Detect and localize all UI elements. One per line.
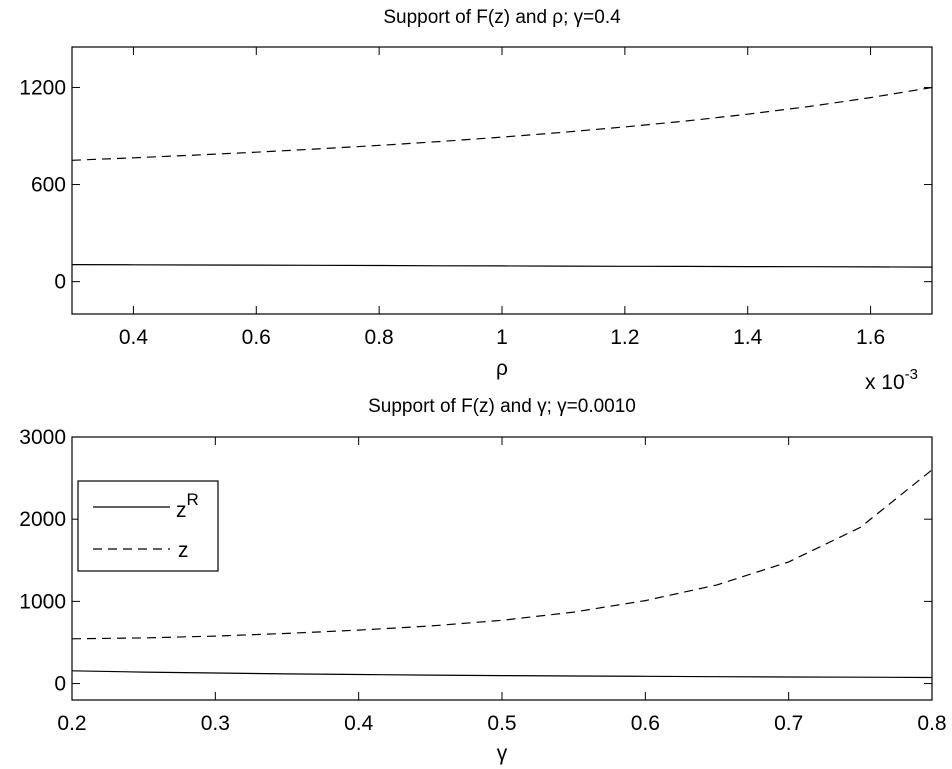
top-x-tick-label: 1.4 <box>733 326 763 349</box>
bottom-x-tick-label: 0.8 <box>917 712 946 735</box>
top-x-tick-label: 0.4 <box>119 326 149 349</box>
top-x-exponent-base: x 10 <box>865 371 905 394</box>
top-y-tick-label: 1200 <box>19 76 66 99</box>
bottom-x-tick-label: 0.5 <box>487 712 516 735</box>
top-y-tick-label: 600 <box>31 174 66 197</box>
bottom-x-tick-label: 0.6 <box>631 712 660 735</box>
legend-label-zR: zR <box>176 490 199 522</box>
top-x-tick-label: 0.8 <box>365 326 394 349</box>
top-x-tick-label: 1 <box>496 326 508 349</box>
top-y-tick-label: 0 <box>54 271 66 294</box>
bottom-y-tick-label: 2000 <box>19 508 66 531</box>
bottom-y-tick-label: 3000 <box>19 426 66 449</box>
top-x-tick-label: 1.6 <box>856 326 885 349</box>
top-x-exponent-power: -3 <box>905 366 918 383</box>
panel-bottom: Support of F(z) and γ; γ=0.0010 0.2 0.3 0.… <box>19 396 946 765</box>
legend-label-z: z <box>178 539 189 562</box>
bottom-title: Support of F(z) and γ; γ=0.0010 <box>368 396 636 417</box>
top-x-exponent-label: x 10-3 <box>865 366 918 394</box>
top-x-axis-label: ρ <box>496 357 508 380</box>
top-plot-area: 0.4 0.6 0.8 1 1.2 1.4 1.6 0 600 1200 <box>19 46 933 349</box>
top-series-solid <box>71 264 933 268</box>
bottom-x-tick-label: 0.4 <box>344 712 374 735</box>
top-x-tick-label: 0.6 <box>242 326 271 349</box>
legend-box <box>77 480 219 572</box>
bottom-y-tick-label: 1000 <box>19 590 66 613</box>
top-axes-box <box>71 46 933 315</box>
bottom-x-tick-label: 0.2 <box>57 712 86 735</box>
legend-zR-base: z <box>176 499 187 522</box>
bottom-series-dashed <box>71 469 933 640</box>
bottom-x-tick-label: 0.3 <box>201 712 230 735</box>
top-series-dashed <box>71 86 933 161</box>
legend-zR-sup: R <box>187 490 199 509</box>
bottom-series-solid <box>71 670 933 679</box>
bottom-plot-area: 0.2 0.3 0.4 0.5 0.6 0.7 0.8 0 1000 2000 3000 <box>19 426 946 735</box>
bottom-x-axis-label: γ <box>497 742 508 765</box>
top-x-tick-label: 1.2 <box>610 326 639 349</box>
panel-top: Support of F(z) and ρ; γ=0.4 0.4 0.6 0.8 1 1… <box>19 7 933 394</box>
top-title: Support of F(z) and ρ; γ=0.4 <box>383 7 621 28</box>
bottom-y-tick-label: 0 <box>54 673 66 696</box>
bottom-x-tick-label: 0.7 <box>774 712 803 735</box>
legend: zR z <box>77 480 219 572</box>
